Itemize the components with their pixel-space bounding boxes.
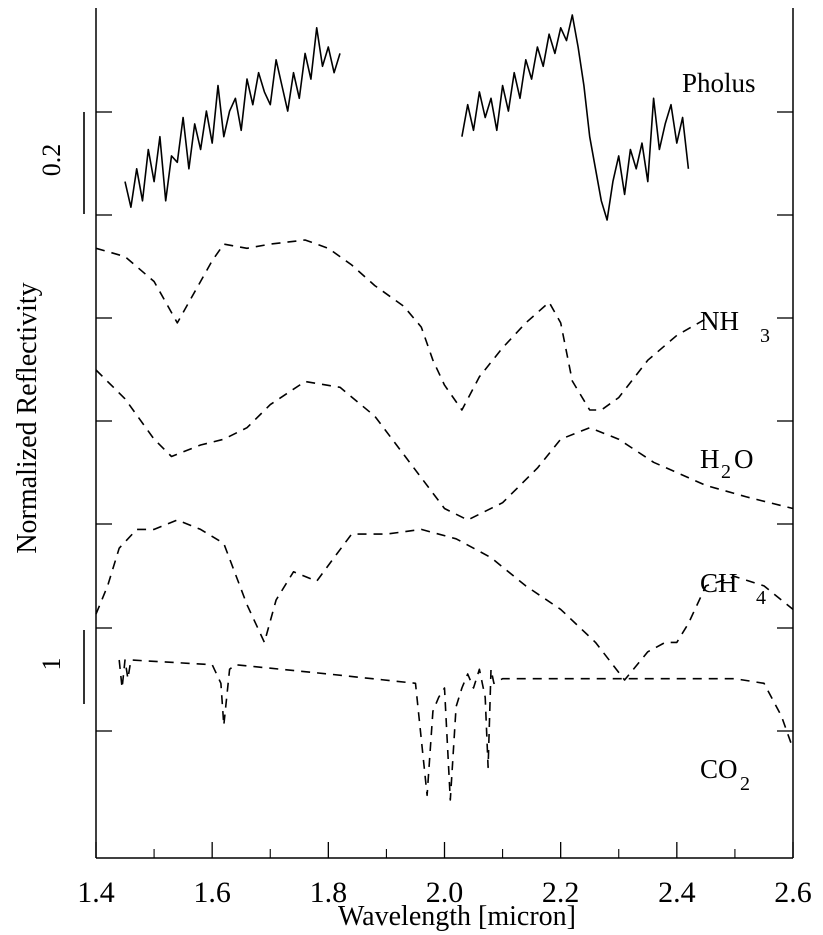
series-label-h2o-o: O xyxy=(734,444,754,474)
scale-label-1: 1 xyxy=(37,658,66,671)
x-tick-label: 1.4 xyxy=(77,876,115,909)
series-label-nh3-subscript: 3 xyxy=(760,325,770,347)
x-tick-label: 2.0 xyxy=(426,876,464,909)
series-line-h2o xyxy=(95,369,794,521)
x-axis-label: Wavelength [micron] xyxy=(338,901,576,932)
series-label-co2: CO xyxy=(700,754,738,784)
series-line-ch4 xyxy=(95,519,794,681)
series-line-pholus xyxy=(124,27,341,208)
x-tick-label: 2.6 xyxy=(774,876,812,909)
series-line-nh3 xyxy=(95,239,707,411)
x-tick-label: 2.2 xyxy=(542,876,580,909)
scale-label-0-2: 0.2 xyxy=(37,144,66,177)
series-label-ch4: CH xyxy=(700,568,738,598)
plot-frame xyxy=(95,8,794,859)
x-tick-label: 1.8 xyxy=(310,876,348,909)
x-tick-label: 2.4 xyxy=(658,876,696,909)
series-group xyxy=(95,14,794,801)
series-label-h2o-h: H xyxy=(700,444,720,474)
axis-ticks: 1.4 1.6 1.8 2.0 2.2 2.4 2.6 xyxy=(77,111,812,909)
series-line-co2 xyxy=(118,659,794,801)
series-label-h2o-subscript: 2 xyxy=(721,461,731,483)
series-line-pholus xyxy=(461,14,690,221)
series-label-co2-subscript: 2 xyxy=(740,773,750,795)
series-label-ch4-subscript: 4 xyxy=(756,587,766,609)
y-axis-label: Normalized Reflectivity xyxy=(12,282,43,553)
x-tick-label: 1.6 xyxy=(193,876,231,909)
series-label-nh3: NH xyxy=(700,306,739,336)
series-label-pholus: Pholus xyxy=(682,68,756,98)
